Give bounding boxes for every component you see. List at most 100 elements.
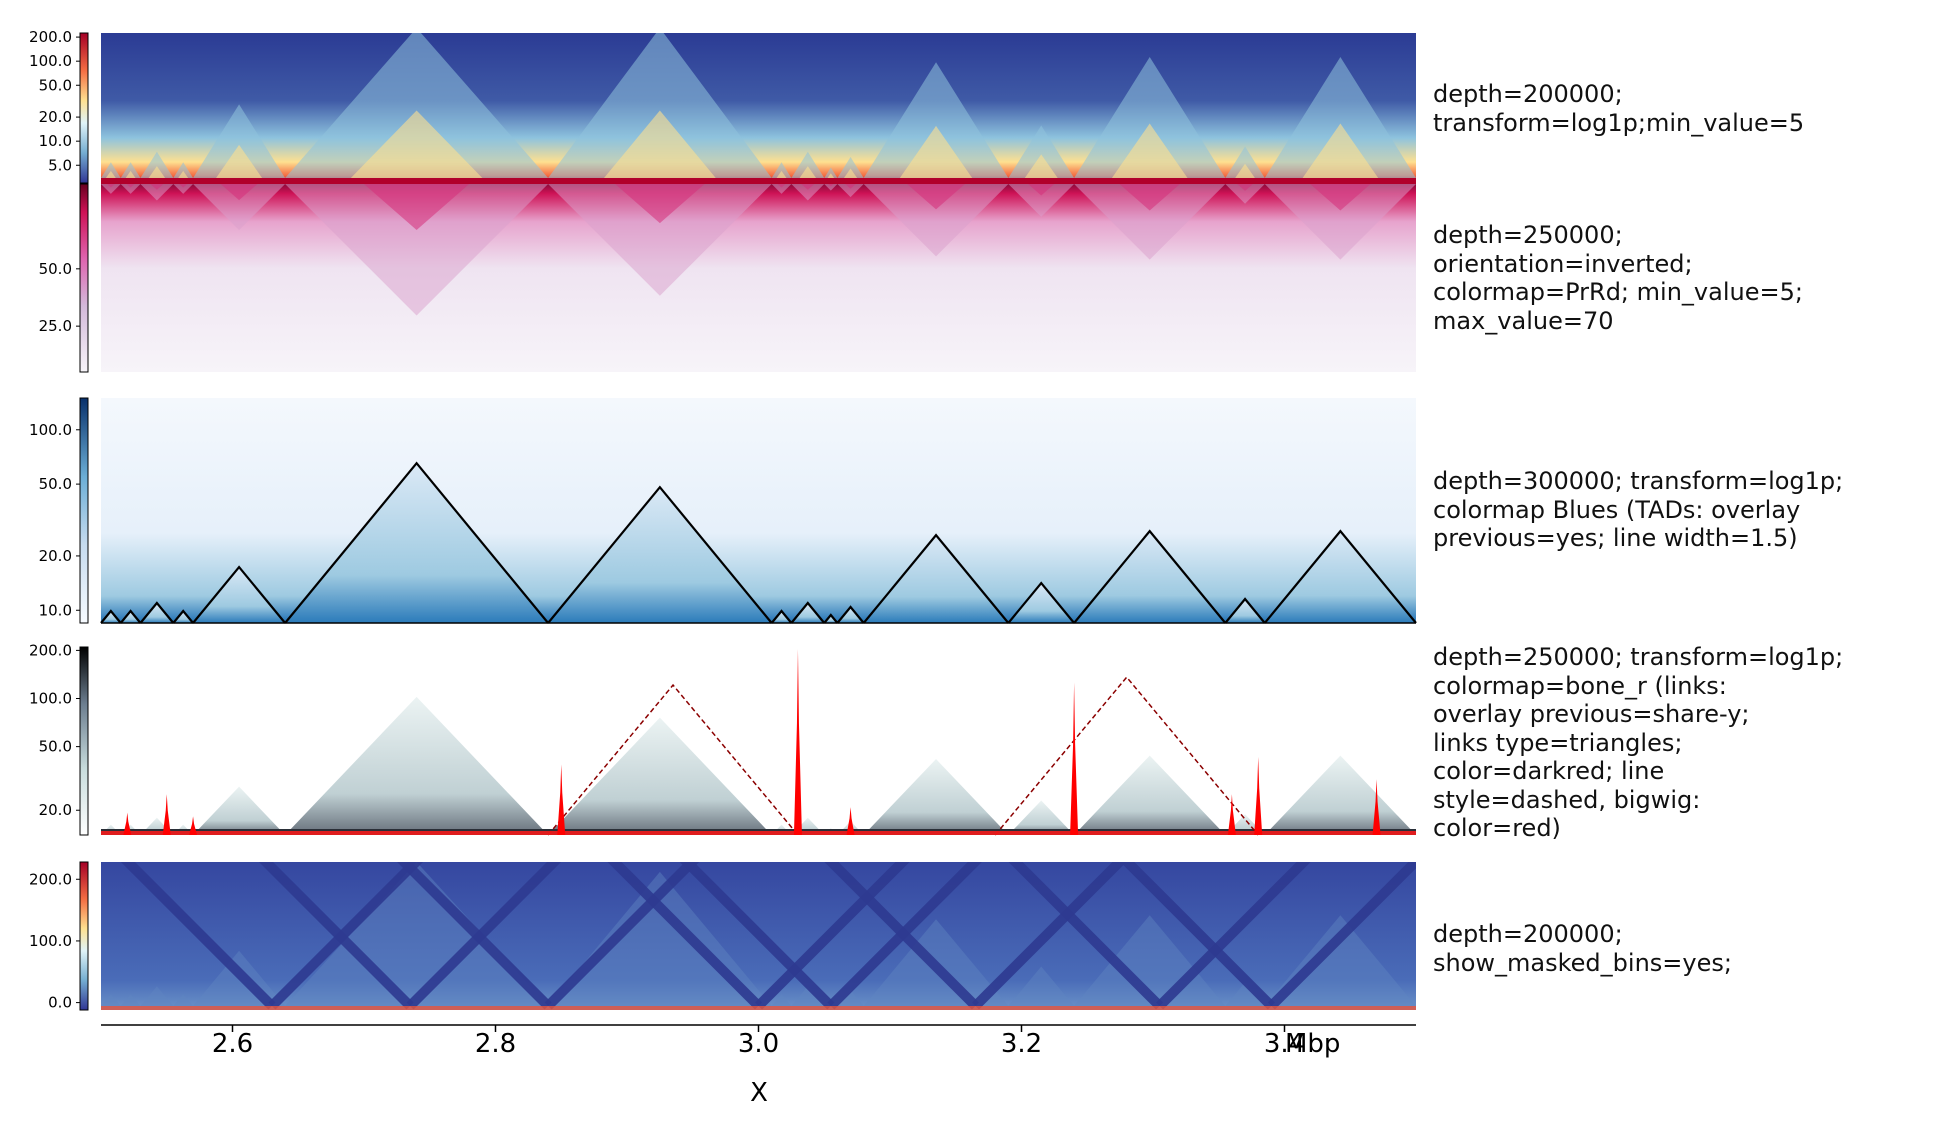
colorbar-track1: 200.0 100.0 50.0 20.0 10.0 5.0 [29,28,89,184]
colorbar-tick-label: 0.0 [48,994,72,1012]
tad-outline [790,601,826,624]
domain-triangle [1074,531,1226,623]
domain-triangle [771,611,792,623]
domain-triangle [863,184,1009,257]
domain-core [845,184,856,189]
domain-triangle [140,986,174,1006]
domain-triangle [548,33,772,178]
colorbar-tick-label: 20.0 [39,547,72,565]
domain-core [1028,184,1055,196]
colorbar-tick-label: 10.0 [39,132,72,150]
tad-outline [284,461,549,624]
domain-core [106,184,115,188]
tad-outline [1263,529,1417,624]
domain-triangle [285,696,549,835]
domain-triangle [1225,146,1265,178]
domain-core [899,125,973,178]
bigwig-peak [793,649,802,835]
domain-triangle [824,615,838,623]
domain-core [350,110,483,178]
track1-description: depth=200000; transform=log1p;min_value=… [1433,80,1805,137]
masked-band [1156,862,1311,1010]
domain-core [126,184,135,188]
domain-core [179,184,188,188]
tad-outline [862,533,1010,624]
domain-triangle [193,104,286,178]
domain-triangle [285,33,549,178]
domain-triangle [1008,125,1075,178]
colorbar-tick-label: 20.0 [39,108,72,126]
domain-core [603,110,716,178]
bigwig-peak [846,807,855,835]
domain-triangle [101,611,121,623]
domain-triangle [120,162,141,178]
colorbar-tick-label: 50.0 [39,260,72,278]
domain-core [801,184,815,190]
masked-band [544,862,700,1010]
tad-outlines [100,461,1417,624]
domain-triangle [791,184,825,201]
masked-band [258,862,414,1010]
track2-description: depth=250000; orientation=inverted; colo… [1433,221,1803,335]
x-tick-label: 3.4 [1264,1029,1305,1059]
colorbar-track4: 200.0 100.0 50.0 20.0 [29,641,89,836]
colorbar-tick-label: 200.0 [29,641,72,659]
track5-heatmap [101,862,1416,1010]
domain-triangle [1225,184,1265,204]
x-axis-label: X [750,1078,768,1108]
tad-outline [192,565,286,624]
domain-triangle [1074,184,1226,260]
domain-core [1119,184,1180,211]
domain-core [777,184,786,188]
tad-outline [172,609,194,624]
link-triangle [994,676,1259,836]
masked-band [824,862,980,1010]
domain-triangle [863,535,1009,623]
domain-triangle [101,994,121,1006]
domain-triangle [285,862,549,1006]
colorbar-track5: 200.0 100.0 0.0 [29,861,89,1012]
track3-heatmap [100,398,1417,624]
domain-triangle [101,162,121,178]
bigwig-peak [1254,756,1263,835]
domain-core [1310,184,1371,211]
domain-core [216,144,263,178]
domain-core [105,170,116,178]
tad-outline [823,613,839,624]
colorbar-track2: 50.0 25.0 [39,183,89,373]
masked-bins [120,862,1416,1010]
domain-core [125,170,136,178]
domain-triangle [1264,531,1416,623]
bigwig-peak [1372,779,1381,835]
tad-outline [547,485,773,624]
domain-triangle [173,611,194,623]
domain-triangle [1008,800,1075,835]
domain-triangle [101,184,121,194]
bigwig-peak [1227,794,1236,835]
domain-core [1111,123,1188,178]
track1-heatmap [101,33,1416,184]
colorbar-tick-label: 100.0 [29,52,72,70]
domain-triangle [120,184,141,194]
domain-triangle [1264,57,1416,178]
colorbar-tick-label: 200.0 [29,28,72,46]
domain-triangle [1264,915,1416,1006]
domain-triangle [1008,966,1075,1006]
domain-triangle [140,151,174,178]
domain-triangle [1264,184,1416,260]
domain-core [150,184,164,190]
bigwig-peak [189,816,198,835]
domain-triangle [140,184,174,201]
tad-outline [1007,581,1075,624]
domain-triangle [548,487,772,623]
domain-core [1302,123,1379,178]
domain-triangle [771,162,792,178]
domain-triangle [791,603,825,623]
domain-core [220,184,258,201]
domain-triangle [1074,57,1226,178]
bigwig-peak [557,764,566,835]
x-tick-label: 3.0 [738,1029,779,1059]
x-tick-label: 2.6 [212,1029,253,1059]
tad-outline [119,609,142,624]
link-triangle [547,683,799,836]
